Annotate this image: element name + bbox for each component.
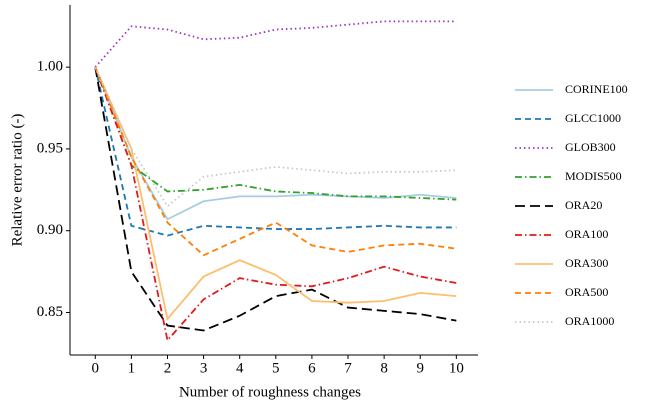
line bbox=[94, 66, 457, 343]
line bbox=[94, 20, 457, 68]
y-axis-label: Relative error ratio (-) bbox=[9, 114, 25, 247]
x-tick-label: 5 bbox=[272, 360, 280, 376]
x-tick-label: 10 bbox=[449, 360, 464, 376]
line bbox=[94, 66, 457, 208]
y-tick-label: 1.00 bbox=[37, 59, 63, 75]
legend-label: GLCC1000 bbox=[565, 111, 621, 125]
x-tick-label: 4 bbox=[236, 360, 244, 376]
x-tick-label: 7 bbox=[344, 360, 352, 376]
y-tick-label: 0.85 bbox=[37, 304, 63, 320]
x-tick-label: 3 bbox=[200, 360, 208, 376]
legend-label: CORINE100 bbox=[565, 82, 628, 96]
legend-label: ORA20 bbox=[565, 198, 602, 212]
x-tick-label: 1 bbox=[128, 360, 136, 376]
x-tick-label: 8 bbox=[380, 360, 388, 376]
line bbox=[94, 66, 457, 321]
line bbox=[94, 66, 457, 201]
legend-label: GLOB300 bbox=[565, 140, 616, 154]
x-tick-label: 2 bbox=[164, 360, 172, 376]
line bbox=[94, 66, 457, 332]
legend-label: ORA300 bbox=[565, 256, 608, 270]
legend-label: ORA1000 bbox=[565, 314, 614, 328]
line bbox=[94, 66, 457, 221]
legend-label: ORA100 bbox=[565, 227, 608, 241]
legend-label: MODIS500 bbox=[565, 169, 622, 183]
x-tick-label: 9 bbox=[416, 360, 424, 376]
line bbox=[94, 66, 457, 237]
x-axis-label: Number of roughness changes bbox=[179, 384, 361, 400]
y-tick-label: 0.90 bbox=[37, 222, 63, 238]
x-tick-label: 0 bbox=[92, 360, 100, 376]
line bbox=[94, 66, 457, 257]
y-tick-label: 0.95 bbox=[37, 140, 63, 156]
legend-label: ORA500 bbox=[565, 285, 608, 299]
x-tick-label: 6 bbox=[308, 360, 316, 376]
